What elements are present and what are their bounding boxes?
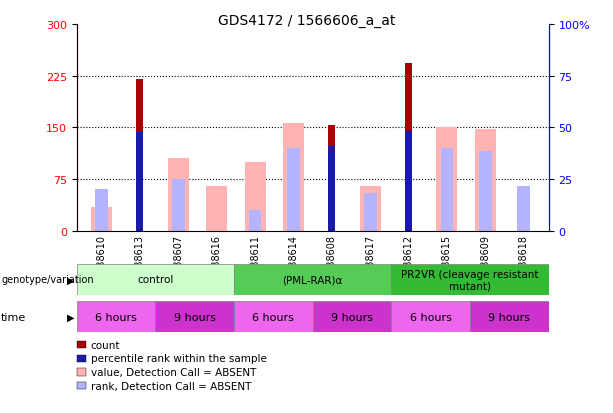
Bar [168, 159, 189, 231]
Text: (PML-RAR)α: (PML-RAR)α [283, 275, 343, 285]
Text: 6 hours: 6 hours [253, 312, 294, 322]
Bar [329, 147, 335, 231]
Text: ▶: ▶ [67, 275, 75, 285]
Text: percentile rank within the sample: percentile rank within the sample [91, 354, 267, 363]
Bar [329, 126, 335, 231]
Bar [405, 64, 412, 231]
Bar [206, 187, 227, 231]
Bar [360, 187, 381, 231]
Bar [95, 190, 108, 231]
Bar [405, 131, 412, 231]
Text: 9 hours: 9 hours [173, 312, 216, 322]
Text: 9 hours: 9 hours [489, 312, 530, 322]
Text: 9 hours: 9 hours [331, 312, 373, 322]
Bar [155, 301, 234, 332]
Bar [479, 152, 492, 231]
Bar [470, 301, 549, 332]
Bar [137, 80, 143, 231]
Bar [517, 187, 530, 231]
Text: PR2VR (cleavage resistant
mutant): PR2VR (cleavage resistant mutant) [402, 269, 539, 291]
Bar [474, 130, 496, 231]
Text: control: control [137, 275, 173, 285]
Bar [283, 123, 304, 231]
Text: 6 hours: 6 hours [409, 312, 452, 322]
Text: 6 hours: 6 hours [95, 312, 137, 322]
Text: rank, Detection Call = ABSENT: rank, Detection Call = ABSENT [91, 381, 251, 391]
Bar [91, 207, 112, 231]
Bar [391, 301, 470, 332]
Bar [364, 193, 376, 231]
Bar [441, 149, 453, 231]
Bar [234, 264, 391, 295]
Bar [313, 301, 391, 332]
Bar [249, 211, 261, 231]
Text: genotype/variation: genotype/variation [1, 275, 94, 285]
Bar [137, 133, 143, 231]
Text: value, Detection Call = ABSENT: value, Detection Call = ABSENT [91, 367, 256, 377]
Bar [245, 162, 265, 231]
Bar [77, 264, 234, 295]
Text: GDS4172 / 1566606_a_at: GDS4172 / 1566606_a_at [218, 14, 395, 28]
Text: time: time [1, 312, 26, 322]
Bar [391, 264, 549, 295]
Bar [436, 128, 457, 231]
Bar [287, 149, 300, 231]
Text: ▶: ▶ [67, 312, 75, 322]
Bar [77, 301, 155, 332]
Bar [172, 180, 185, 231]
Text: count: count [91, 340, 120, 350]
Bar [234, 301, 313, 332]
